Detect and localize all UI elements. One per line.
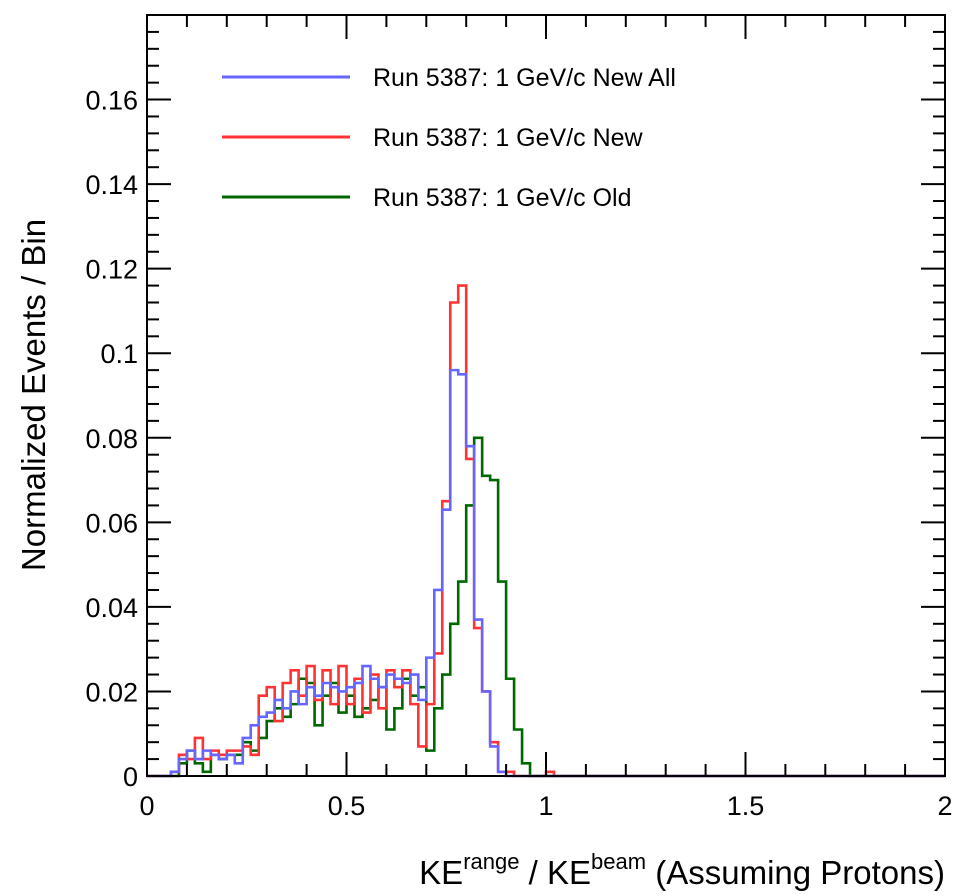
x-tick-label: 0 (139, 791, 154, 821)
x-title-sup-range: range (463, 849, 519, 874)
y-tick-label: 0.06 (85, 508, 138, 538)
x-tick-label: 0.5 (328, 791, 366, 821)
legend-label-new-all: Run 5387: 1 GeV/c New All (373, 64, 676, 92)
x-tick-label: 1 (538, 791, 553, 821)
y-tick-label: 0.14 (85, 170, 138, 200)
series-new-all-line (147, 368, 945, 778)
y-tick-label: 0.02 (85, 677, 138, 707)
tick-labels: 0 0.5 1 1.5 2 0 0.02 0.04 0.06 0.08 0.1 0.12 0.14 0.1… (85, 86, 952, 821)
legend-label-new: Run 5387: 1 GeV/c New (373, 124, 644, 152)
y-tick-label: 0.04 (85, 593, 138, 623)
x-title-tail: (Assuming Protons) (646, 854, 945, 891)
x-axis-title: KErange / KEbeam (Assuming Protons) (419, 849, 945, 891)
x-tick-label: 2 (937, 791, 952, 821)
x-title-sup-beam: beam (591, 849, 646, 874)
y-tick-label: 0.08 (85, 424, 138, 454)
x-title-ke1: KE (419, 854, 463, 891)
y-tick-label: 0.16 (85, 86, 138, 116)
legend: Run 5387: 1 GeV/c New All Run 5387: 1 Ge… (222, 64, 676, 212)
x-tick-label: 1.5 (727, 791, 765, 821)
y-axis-title: Normalized Events / Bin (15, 219, 52, 571)
y-tick-label: 0 (123, 762, 138, 792)
plot-area (146, 14, 946, 778)
x-title-mid: / KE (519, 854, 591, 891)
series-old-line (147, 436, 945, 778)
y-tick-label: 0.12 (85, 255, 138, 285)
legend-label-old: Run 5387: 1 GeV/c Old (373, 184, 631, 212)
y-tick-label: 0.1 (100, 339, 138, 369)
ticks-layer (146, 14, 946, 777)
series-new-line (147, 284, 945, 778)
series-layer (147, 284, 945, 778)
